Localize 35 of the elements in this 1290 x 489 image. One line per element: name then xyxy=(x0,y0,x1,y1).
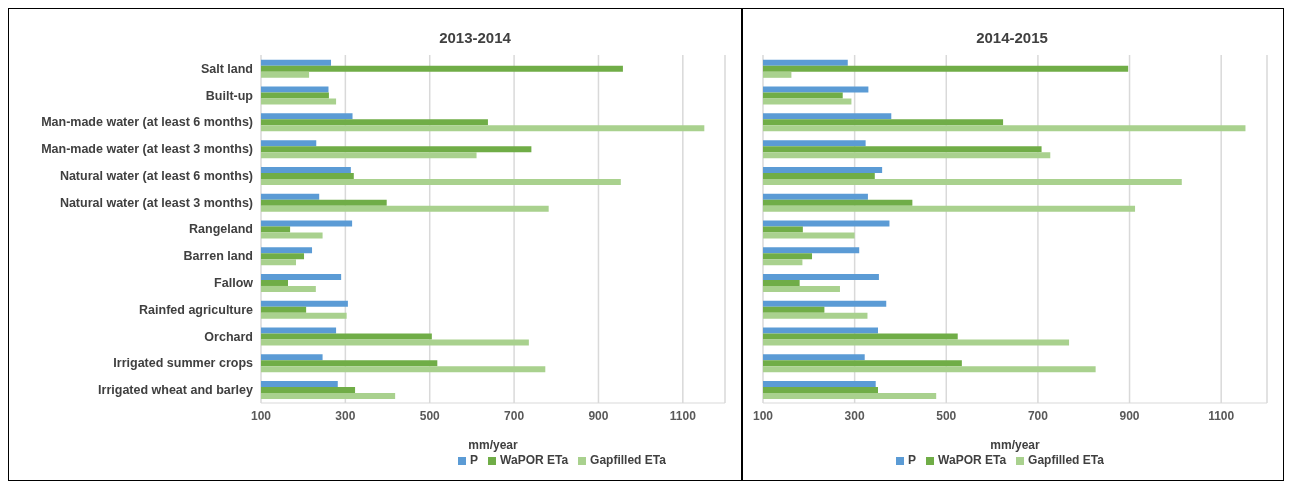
x-tick-label: 700 xyxy=(504,408,525,423)
x-axis-title: mm/year xyxy=(468,438,519,452)
x-tick-label: 1100 xyxy=(669,408,697,423)
y-tick-label: Barren land xyxy=(183,249,253,264)
y-tick-label: Salt land xyxy=(200,61,253,76)
chart-title: 2014-2015 xyxy=(975,29,1049,48)
x-tick-label: 900 xyxy=(588,408,609,423)
legend-label: Gapfilled ETa xyxy=(590,453,666,467)
y-tick-label: Natural water (at least 3 months) xyxy=(59,195,253,210)
x-tick-label: 1100 xyxy=(1208,408,1235,423)
y-tick-label: Man-made water (at least 3 months) xyxy=(41,142,253,157)
y-tick-label: Fallow xyxy=(214,275,254,290)
x-tick-label: 300 xyxy=(335,408,356,423)
y-tick-label: Man-made water (at least 6 months) xyxy=(41,115,253,130)
y-tick-label: Irrigated wheat and barley xyxy=(98,383,254,398)
x-tick-label: 300 xyxy=(844,408,865,423)
x-tick-label: 500 xyxy=(936,408,957,423)
legend-label: Gapfilled ETa xyxy=(1028,453,1104,467)
y-tick-label: Irrigated summer crops xyxy=(113,356,254,371)
legend-label: WaPOR ETa xyxy=(938,453,1007,467)
x-tick-label: 100 xyxy=(752,408,774,423)
x-tick-label: 500 xyxy=(419,408,441,423)
chart-title: 2013-2014 xyxy=(438,29,512,48)
y-tick-label: Orchard xyxy=(204,329,253,344)
y-tick-label: Rainfed agriculture xyxy=(139,302,254,317)
x-tick-label: 100 xyxy=(250,408,272,423)
x-tick-label: 900 xyxy=(1119,408,1140,423)
x-tick-label: 700 xyxy=(1027,408,1049,423)
legend-label: WaPOR ETa xyxy=(500,453,569,467)
legend-label: P xyxy=(470,453,479,467)
x-axis-title: mm/year xyxy=(990,438,1041,452)
y-tick-label: Rangeland xyxy=(189,222,253,237)
y-tick-label: Built-up xyxy=(205,88,254,103)
legend-label: P xyxy=(908,453,917,467)
y-tick-label: Natural water (at least 6 months) xyxy=(59,168,253,183)
